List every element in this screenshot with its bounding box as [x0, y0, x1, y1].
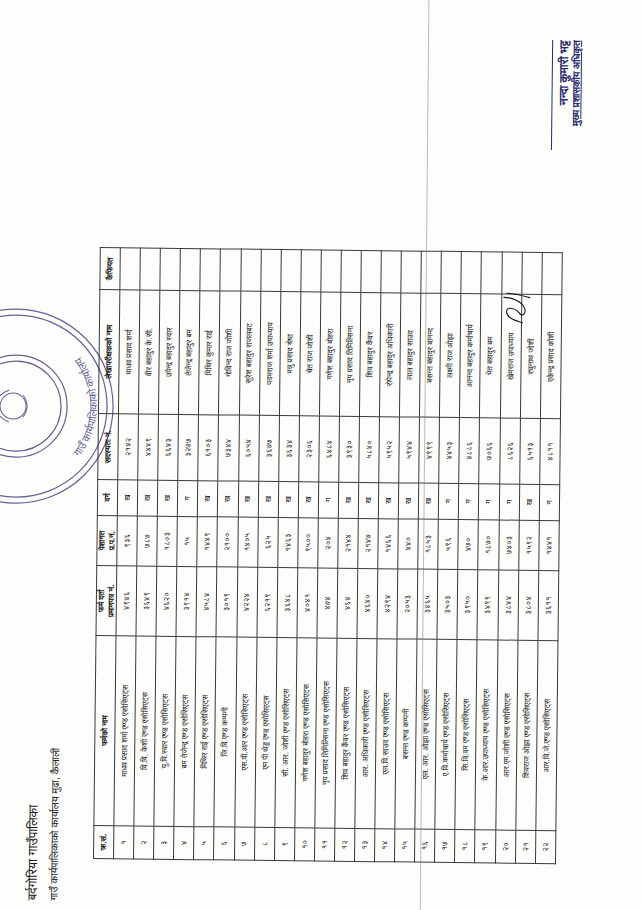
svg-text:गाउँ कार्यपालिकाको कार्यालय: गाउँ कार्यपालिकाको कार्यालय — [71, 354, 101, 460]
